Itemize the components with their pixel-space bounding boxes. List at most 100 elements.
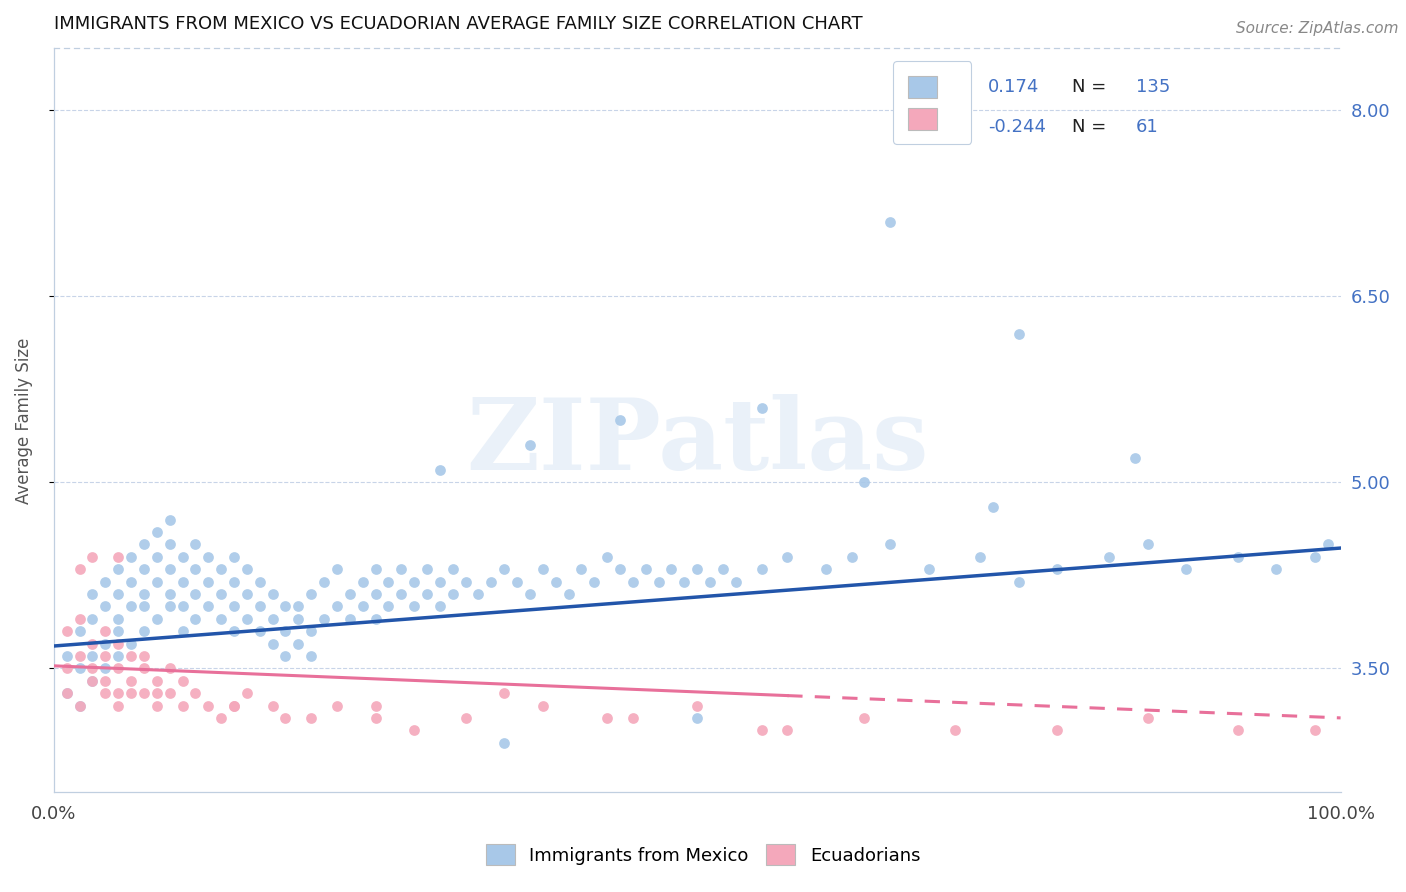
Point [197,599,219,614]
Point [120,636,142,650]
Point [172,673,194,688]
Point [146,698,169,713]
Point [120,686,142,700]
Point [209,562,232,576]
Point [94,599,117,614]
Point [69,698,91,713]
Point [249,624,271,639]
Point [120,648,142,663]
Point [120,673,142,688]
Point [609,562,631,576]
Point [236,686,259,700]
Point [55,686,77,700]
Point [274,624,297,639]
Point [389,587,412,601]
Point [197,698,219,713]
Point [94,686,117,700]
Point [583,574,606,589]
Point [159,537,181,551]
Point [686,711,709,725]
Point [132,587,155,601]
Point [55,648,77,663]
Point [82,636,104,650]
Point [404,599,426,614]
Point [814,562,837,576]
Point [299,648,322,663]
Point [326,698,349,713]
Point [132,624,155,639]
Point [1175,562,1198,576]
Point [1008,326,1031,341]
Text: -0.244: -0.244 [988,118,1046,136]
Text: N =: N = [1071,78,1105,96]
Point [454,711,477,725]
Point [364,612,387,626]
Point [94,648,117,663]
Point [312,612,335,626]
Y-axis label: Average Family Size: Average Family Size [15,337,32,504]
Point [184,537,207,551]
Point [841,549,863,564]
Point [222,574,245,589]
Point [107,587,129,601]
Point [69,562,91,576]
Point [404,723,426,738]
Point [107,648,129,663]
Point [299,711,322,725]
Point [274,648,297,663]
Point [1098,549,1121,564]
Point [531,562,554,576]
Point [699,574,721,589]
Point [364,698,387,713]
Point [494,562,516,576]
Point [82,673,104,688]
Point [364,587,387,601]
Point [969,549,991,564]
Point [132,537,155,551]
Point [132,648,155,663]
Point [107,549,129,564]
Point [107,612,129,626]
Point [776,549,799,564]
Point [159,599,181,614]
Point [751,562,773,576]
Point [209,587,232,601]
Point [776,723,799,738]
Point [94,661,117,675]
Point [299,624,322,639]
Point [531,698,554,713]
Point [69,698,91,713]
Point [159,587,181,601]
Point [326,599,349,614]
Point [107,698,129,713]
Point [120,574,142,589]
Point [661,562,683,576]
Point [544,574,567,589]
Point [197,574,219,589]
Text: R =: R = [898,78,931,96]
Point [107,562,129,576]
Point [429,574,451,589]
Point [352,599,374,614]
Point [222,698,245,713]
Point [82,587,104,601]
Point [94,636,117,650]
Point [120,549,142,564]
Point [132,599,155,614]
Point [943,723,966,738]
Text: 61: 61 [1136,118,1159,136]
Text: IMMIGRANTS FROM MEXICO VS ECUADORIAN AVERAGE FAMILY SIZE CORRELATION CHART: IMMIGRANTS FROM MEXICO VS ECUADORIAN AVE… [53,15,862,33]
Point [55,624,77,639]
Point [479,574,502,589]
Point [879,537,901,551]
Point [1136,711,1159,725]
Point [377,574,399,589]
Point [711,562,734,576]
Text: N =: N = [1071,118,1105,136]
Point [132,661,155,675]
Point [1008,574,1031,589]
Point [1226,723,1249,738]
Point [197,549,219,564]
Point [184,587,207,601]
Point [94,673,117,688]
